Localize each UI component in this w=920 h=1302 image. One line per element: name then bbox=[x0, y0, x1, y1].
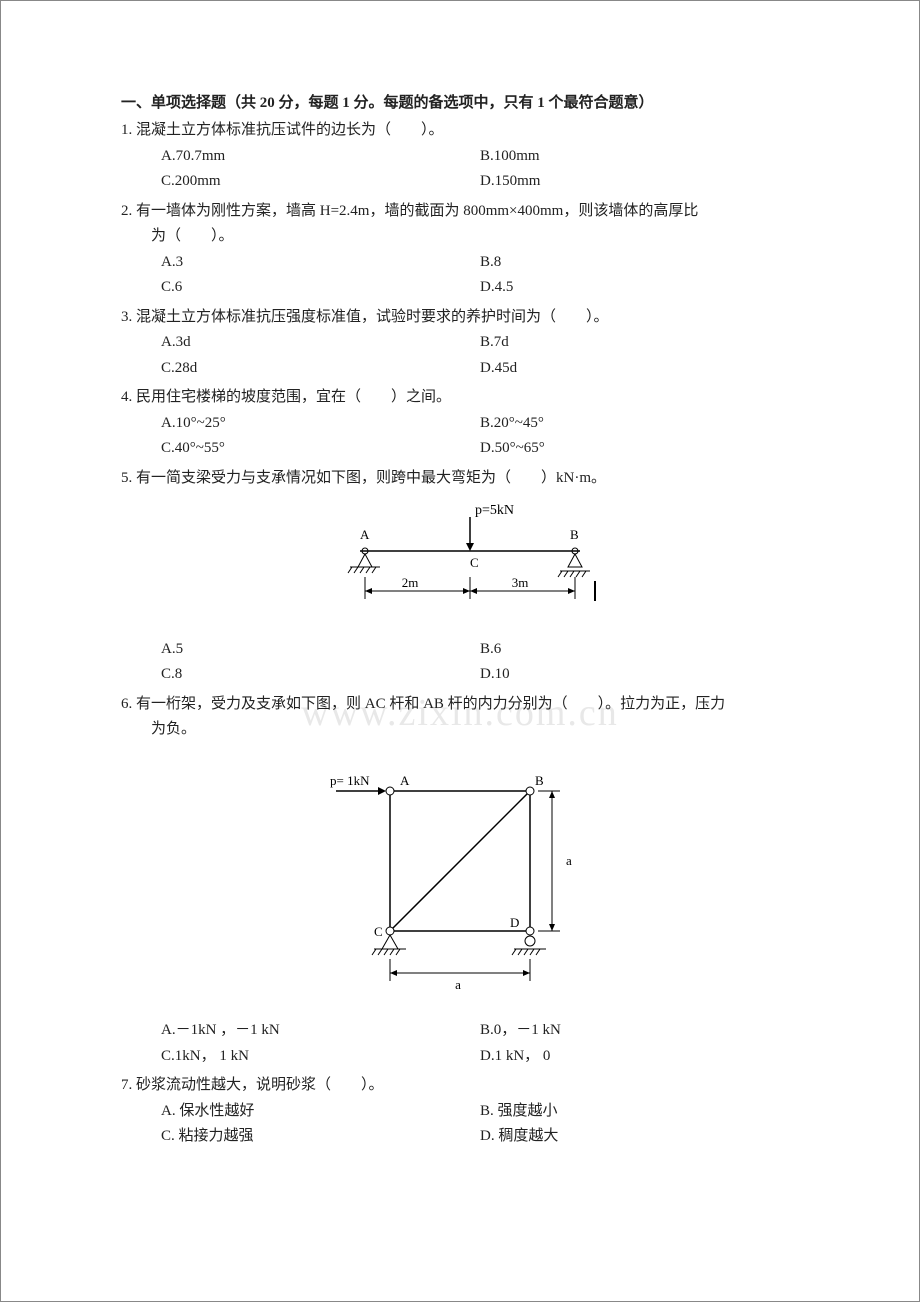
q2-num: 2. bbox=[121, 203, 132, 219]
truss-label-d: D bbox=[510, 915, 519, 930]
question-2: 2. 有一墙体为刚性方案，墙高 H=2.4m，墙的截面为 800mm×400mm… bbox=[121, 199, 799, 301]
q4-opt-b: B.20°~45° bbox=[480, 411, 799, 437]
q3-text: 混凝土立方体标准抗压强度标准值，试验时要求的养护时间为（ ）。 bbox=[136, 309, 609, 325]
q1-text: 混凝土立方体标准抗压试件的边长为（ ）。 bbox=[136, 122, 444, 138]
q4-opt-c: C.40°~55° bbox=[161, 436, 480, 462]
q1-opt-b: B.100mm bbox=[480, 144, 799, 170]
q3-opt-a: A.3d bbox=[161, 330, 480, 356]
beam-dim1: 2m bbox=[402, 575, 419, 590]
q5-opt-b: B.6 bbox=[480, 637, 799, 663]
beam-figure: p=5kN A B C bbox=[121, 499, 799, 629]
beam-load-label: p=5kN bbox=[475, 503, 514, 518]
q3-opt-b: B.7d bbox=[480, 330, 799, 356]
q6-opt-b: B.0，－1 kN bbox=[480, 1018, 799, 1044]
beam-label-a: A bbox=[360, 527, 370, 542]
truss-load-label: p= 1kN bbox=[330, 773, 370, 788]
beam-label-c: C bbox=[470, 555, 479, 570]
q1-opt-c: C.200mm bbox=[161, 169, 480, 195]
truss-label-a: A bbox=[400, 773, 410, 788]
q7-opt-c: C. 粘接力越强 bbox=[161, 1124, 480, 1150]
q6-num: 6. bbox=[121, 696, 132, 712]
q7-opt-d: D. 稠度越大 bbox=[480, 1124, 799, 1150]
truss-dim-h: a bbox=[455, 977, 461, 992]
question-5: 5. 有一简支梁受力与支承情况如下图，则跨中最大弯矩为（ ）kN·m。 p=5k… bbox=[121, 466, 799, 688]
q4-opt-d: D.50°~65° bbox=[480, 436, 799, 462]
q2-opt-b: B.8 bbox=[480, 250, 799, 276]
question-7: 7. 砂浆流动性越大，说明砂浆（ ）。 A. 保水性越好 B. 强度越小 C. … bbox=[121, 1073, 799, 1150]
q7-text: 砂浆流动性越大，说明砂浆（ ）。 bbox=[136, 1077, 384, 1093]
q6-opt-a: A.－1kN ，－1 kN bbox=[161, 1018, 480, 1044]
beam-dim2: 3m bbox=[512, 575, 529, 590]
q5-num: 5. bbox=[121, 470, 132, 486]
q7-opt-b: B. 强度越小 bbox=[480, 1099, 799, 1125]
q7-num: 7. bbox=[121, 1077, 132, 1093]
q3-opt-d: D.45d bbox=[480, 356, 799, 382]
question-4: 4. 民用住宅楼梯的坡度范围，宜在（ ）之间。 A.10°~25° B.20°~… bbox=[121, 385, 799, 462]
q1-num: 1. bbox=[121, 122, 132, 138]
q1-opt-d: D.150mm bbox=[480, 169, 799, 195]
beam-label-b: B bbox=[570, 527, 579, 542]
truss-figure: A B C D p= 1kN bbox=[121, 751, 799, 1011]
q2-opt-a: A.3 bbox=[161, 250, 480, 276]
q5-opt-d: D.10 bbox=[480, 662, 799, 688]
q2-opt-c: C.6 bbox=[161, 275, 480, 301]
q5-text: 有一简支梁受力与支承情况如下图，则跨中最大弯矩为（ ）kN·m。 bbox=[136, 470, 606, 486]
q3-opt-c: C.28d bbox=[161, 356, 480, 382]
question-1: 1. 混凝土立方体标准抗压试件的边长为（ ）。 A.70.7mm B.100mm… bbox=[121, 118, 799, 195]
q1-opt-a: A.70.7mm bbox=[161, 144, 480, 170]
q2-text: 有一墙体为刚性方案，墙高 H=2.4m，墙的截面为 800mm×400mm，则该… bbox=[136, 203, 698, 219]
q4-opt-a: A.10°~25° bbox=[161, 411, 480, 437]
question-6: 6. 有一桁架，受力及支承如下图，则 AC 杆和 AB 杆的内力分别为（ ）。拉… bbox=[121, 692, 799, 1070]
q2-opt-d: D.4.5 bbox=[480, 275, 799, 301]
truss-dim-v: a bbox=[566, 853, 572, 868]
q6-opt-c: C.1kN， 1 kN bbox=[161, 1044, 480, 1070]
q6-text: 有一桁架，受力及支承如下图，则 AC 杆和 AB 杆的内力分别为（ ）。拉力为正… bbox=[136, 696, 725, 712]
q3-num: 3. bbox=[121, 309, 132, 325]
truss-label-c: C bbox=[374, 924, 383, 939]
q2-text2: 为（ ）。 bbox=[121, 224, 799, 250]
section-title: 一、单项选择题（共 20 分，每题 1 分。每题的备选项中，只有 1 个最符合题… bbox=[121, 91, 799, 112]
q4-num: 4. bbox=[121, 389, 132, 405]
q4-text: 民用住宅楼梯的坡度范围，宜在（ ）之间。 bbox=[136, 389, 451, 405]
q5-opt-c: C.8 bbox=[161, 662, 480, 688]
q7-opt-a: A. 保水性越好 bbox=[161, 1099, 480, 1125]
q6-opt-d: D.1 kN， 0 bbox=[480, 1044, 799, 1070]
q6-text2: 为负。 bbox=[121, 717, 799, 743]
question-3: 3. 混凝土立方体标准抗压强度标准值，试验时要求的养护时间为（ ）。 A.3d … bbox=[121, 305, 799, 382]
q5-opt-a: A.5 bbox=[161, 637, 480, 663]
truss-label-b: B bbox=[535, 773, 544, 788]
